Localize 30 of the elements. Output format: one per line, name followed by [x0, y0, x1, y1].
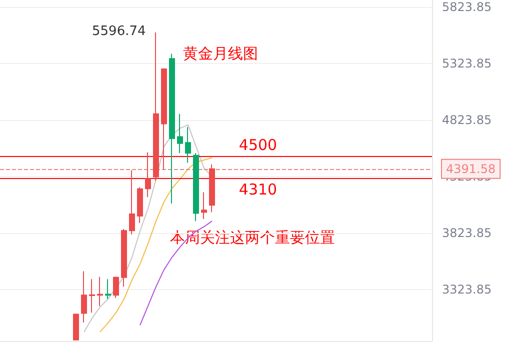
candlestick [145, 152, 151, 198]
ref-line-label: 4500 [238, 136, 278, 154]
candlestick [97, 276, 103, 307]
candlestick [137, 186, 143, 224]
annotation: 5596.74 [92, 24, 146, 39]
candlestick [193, 152, 199, 222]
y-tick-label: 3823.85 [442, 226, 492, 240]
candlestick [169, 53, 175, 204]
candlestick [177, 113, 183, 154]
line-series [100, 157, 212, 332]
candlestick [121, 228, 127, 288]
candlestick [105, 278, 111, 300]
y-tick-label: 5823.85 [442, 0, 492, 14]
candlestick [129, 170, 135, 235]
candlestick [81, 270, 87, 323]
candlestick [153, 32, 159, 182]
candlestick [73, 314, 79, 341]
candlestick [209, 164, 215, 213]
y-tick-label: 5323.85 [442, 56, 492, 70]
y-tick-label: 3323.85 [442, 282, 492, 297]
y-tick-label: 4823.85 [442, 112, 492, 127]
candlestick [201, 192, 207, 220]
candlestick [185, 126, 191, 164]
candlestick [161, 68, 167, 170]
ref-line-label: 4310 [238, 180, 278, 199]
annotation: 黄金月线图 [183, 44, 258, 62]
line-series [140, 220, 212, 326]
ref-line-label: 4391.58 [446, 162, 496, 176]
candlestick [113, 276, 119, 299]
candlestick [89, 278, 95, 314]
